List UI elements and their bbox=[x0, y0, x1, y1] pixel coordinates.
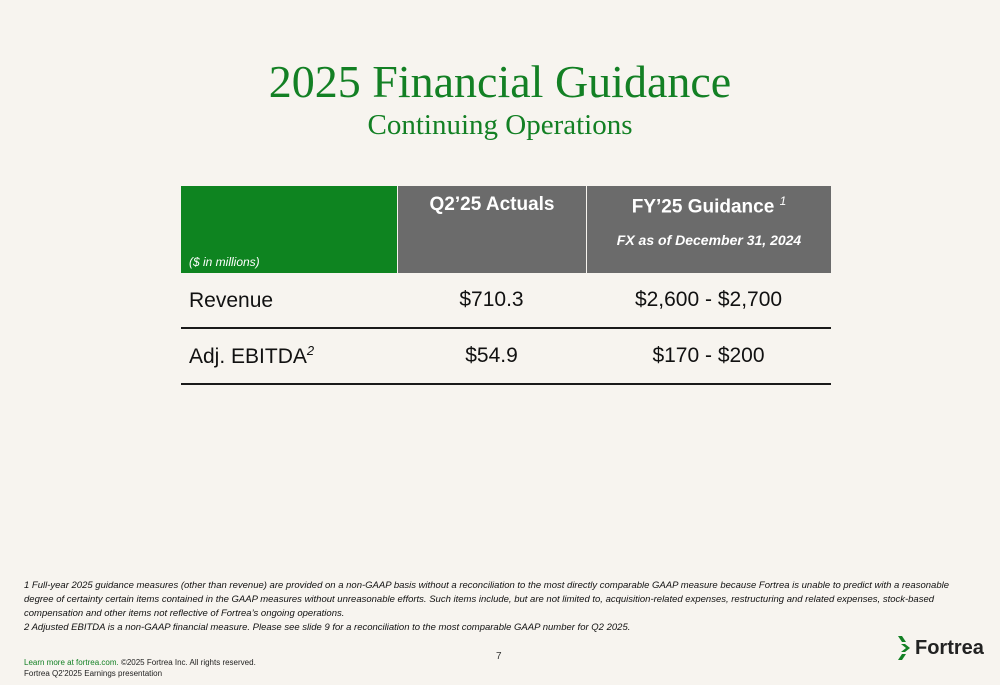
row-label-text: Adj. EBITDA bbox=[189, 345, 307, 368]
slide-subtitle: Continuing Operations bbox=[367, 109, 633, 141]
col-q2-label: Q2’25 Actuals bbox=[429, 194, 555, 215]
row-footnote-ref: 2 bbox=[306, 343, 315, 358]
footnotes: 1 Full-year 2025 guidance measures (othe… bbox=[24, 579, 969, 635]
col-fy-footnote-ref: 1 bbox=[779, 194, 787, 208]
fortrea-logo: Fortrea bbox=[897, 636, 984, 660]
unit-label: ($ in millions) bbox=[189, 255, 260, 269]
logo-wordmark: Fortrea bbox=[915, 636, 984, 659]
legal-footer: Learn more at fortrea.com. ©2025 Fortrea… bbox=[24, 657, 256, 679]
fortrea-mark-icon bbox=[898, 636, 910, 660]
row-label: Adj. EBITDA2 bbox=[181, 343, 397, 369]
row-label: Revenue bbox=[181, 287, 397, 313]
page-number: 7 bbox=[496, 651, 502, 662]
guidance-table: ($ in millions) Q2’25 Actuals FY’25 Guid… bbox=[181, 186, 831, 385]
table-header: ($ in millions) Q2’25 Actuals FY’25 Guid… bbox=[181, 186, 831, 273]
copyright-text: ©2025 Fortrea Inc. All rights reserved. bbox=[118, 658, 256, 667]
row-q2-value: $710.3 bbox=[459, 288, 524, 311]
table-row: Revenue $710.3 $2,600 - $2,700 bbox=[181, 273, 831, 329]
row-fy-value: $170 - $200 bbox=[652, 344, 765, 367]
footnote-2: 2 Adjusted EBITDA is a non-GAAP financia… bbox=[24, 622, 631, 633]
presentation-name: Fortrea Q2'2025 Earnings presentation bbox=[24, 669, 163, 678]
table-row: Adj. EBITDA2 $54.9 $170 - $200 bbox=[181, 329, 831, 385]
row-q2-value: $54.9 bbox=[465, 344, 518, 367]
col-fy-heading: FY’25 Guidance 1 bbox=[587, 194, 831, 218]
title-block: 2025 Financial Guidance Continuing Opera… bbox=[0, 56, 1000, 142]
slide-title: 2025 Financial Guidance bbox=[268, 56, 732, 107]
col-fy-sublabel: FX as of December 31, 2024 bbox=[616, 232, 802, 249]
row-label-text: Revenue bbox=[189, 289, 274, 312]
col-fy-label: FY’25 Guidance bbox=[631, 196, 775, 218]
footnote-1: 1 Full-year 2025 guidance measures (othe… bbox=[24, 580, 949, 619]
header-unit-cell: ($ in millions) bbox=[181, 186, 397, 273]
header-fy-cell: FY’25 Guidance 1 FX as of December 31, 2… bbox=[587, 186, 831, 273]
row-fy-value: $2,600 - $2,700 bbox=[634, 288, 783, 311]
header-q2-cell: Q2’25 Actuals bbox=[398, 186, 586, 273]
fortrea-link[interactable]: Learn more at fortrea.com. bbox=[24, 658, 119, 667]
